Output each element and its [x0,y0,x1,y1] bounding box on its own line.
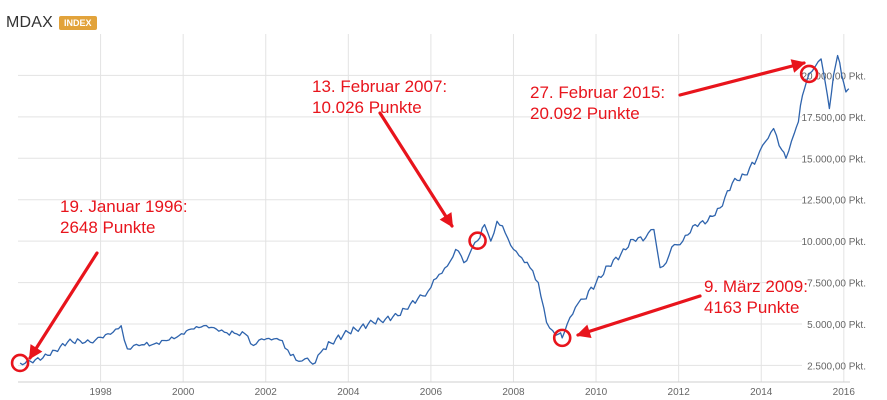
annotation-marker [799,64,819,84]
annotation-marker [10,353,30,373]
annotation-label-value: 2648 Punkte [60,218,155,237]
annotation-label-date: 9. März 2009: [704,277,808,296]
y-axis-ticks: 2.500,00 Pkt. 5.000,00 Pkt. 7.500,00 Pkt. 1… [802,71,867,372]
annotation-label-value: 20.092 Punkte [530,104,640,123]
annotation-label-date: 19. Januar 1996: [60,197,188,216]
annotation-arrowhead [576,324,592,339]
y-tick-label: 15.000,00 Pkt. [802,154,867,165]
chart-header: MDAX INDEX [6,14,97,32]
y-tick-label: 12.500,00 Pkt. [802,196,867,207]
annotation-arrow [378,111,454,228]
x-tick-label: 2000 [172,387,195,398]
annotation-arrowhead [790,59,806,73]
x-tick-label: 2006 [420,387,443,398]
annotation-label-value: 4163 Punkte [704,298,799,317]
y-tick-label: 10.000,00 Pkt. [802,237,867,248]
x-tick-label: 2004 [337,387,360,398]
annotation-layer: 19. Januar 1996: 2648 Punkte 13. Februar 2… [10,59,819,373]
x-tick-label: 2016 [833,387,856,398]
series-line-mdax [19,54,850,366]
annotation-label-date: 27. Februar 2015: [530,83,665,102]
x-tick-label: 2014 [750,387,773,398]
index-badge: INDEX [59,16,97,30]
annotation-marker [552,328,572,348]
y-tick-label: 17.500,00 Pkt. [802,113,867,124]
annotation-marker [468,231,487,251]
annotation-arrow [28,251,99,360]
annotation-arrow [678,61,806,97]
annotation-label-date: 13. Februar 2007: [312,77,447,96]
y-tick-label: 5.000,00 Pkt. [807,320,866,331]
chart-title: MDAX [6,14,54,31]
grid-lines [18,34,850,383]
y-tick-label: 2.500,00 Pkt. [807,361,866,372]
annotation-arrowhead [439,212,454,228]
series-layer [19,54,850,366]
annotation-label-value: 10.026 Punkte [312,98,422,117]
x-tick-label: 2002 [255,387,278,398]
y-tick-label: 7.500,00 Pkt. [807,279,866,290]
x-tick-label: 2010 [585,387,608,398]
x-tick-label: 2008 [502,387,525,398]
annotation-arrowhead [28,344,43,360]
x-axis-ticks: 1998 2000 2002 2004 2006 2008 2010 2012 2014 2016 [89,387,855,398]
annotation-arrow [576,294,702,337]
x-tick-label: 2012 [668,387,691,398]
x-tick-label: 1998 [89,387,112,398]
